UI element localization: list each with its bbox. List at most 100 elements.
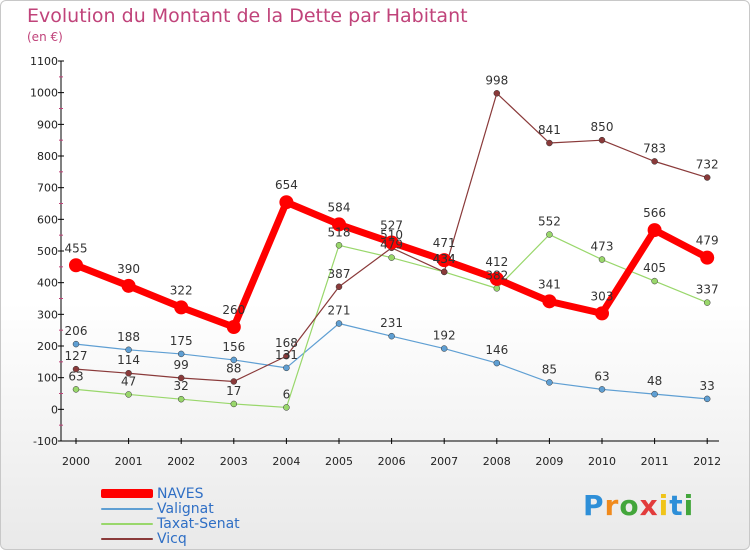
data-point (703, 395, 711, 403)
data-point (332, 217, 346, 232)
data-point (230, 356, 238, 364)
data-point (489, 271, 504, 286)
data-point (335, 283, 343, 291)
data-point (283, 352, 290, 360)
data-label: 32 (174, 379, 189, 393)
data-point (493, 359, 501, 367)
x-tick-label: 2009 (535, 455, 563, 468)
x-tick-label: 2012 (693, 455, 721, 468)
y-tick-label: 600 (37, 213, 58, 226)
data-label: 434 (433, 252, 456, 266)
data-point (388, 254, 395, 261)
data-point (703, 174, 711, 181)
legend-swatch (101, 489, 153, 498)
data-label: 584 (328, 200, 351, 214)
logo-letter: x (639, 489, 659, 522)
data-point (125, 346, 132, 354)
x-tick-label: 2000 (62, 455, 90, 468)
data-label: 63 (68, 369, 83, 383)
data-point (703, 299, 711, 306)
data-label: 479 (696, 234, 719, 248)
legend-label: NAVES (157, 485, 204, 502)
data-point (546, 231, 553, 238)
data-point (647, 223, 662, 238)
data-label: 17 (226, 384, 241, 398)
data-label: 47 (121, 374, 136, 388)
data-point (546, 139, 553, 147)
data-label: 783 (643, 141, 666, 155)
data-label: 168 (275, 336, 298, 350)
data-label: 387 (328, 267, 351, 281)
data-label: 48 (647, 374, 662, 388)
data-label: 188 (117, 330, 140, 344)
y-tick-label: -100 (33, 435, 58, 448)
y-tick-label: 900 (37, 118, 58, 131)
data-point (335, 320, 343, 327)
data-label: 382 (485, 268, 508, 282)
data-point (283, 404, 290, 411)
data-label: 566 (643, 206, 666, 220)
x-tick-label: 2010 (588, 455, 616, 468)
data-point (384, 235, 399, 250)
x-tick-label: 2003 (220, 455, 248, 468)
data-point (230, 378, 238, 385)
logo-letter: P (583, 489, 605, 522)
legend-swatch (101, 507, 153, 510)
x-tick-label: 2004 (272, 455, 300, 468)
y-tick-label: 0 (51, 403, 58, 416)
legend-item-taxat-senat: Taxat-Senat (101, 516, 240, 532)
chart-legend: NAVES Valignat Taxat-Senat Vicq (101, 485, 240, 547)
y-tick-label: 800 (37, 150, 58, 163)
logo-letter: i (683, 489, 695, 522)
legend-label: Valignat (157, 500, 214, 517)
data-label: 527 (380, 218, 403, 232)
data-label: 131 (275, 348, 298, 362)
data-label: 412 (485, 255, 508, 269)
data-point (283, 364, 290, 372)
data-label: 63 (594, 369, 609, 383)
data-label: 337 (696, 283, 719, 297)
data-label: 518 (328, 225, 351, 239)
data-point (177, 395, 185, 403)
y-tick-label: 700 (37, 182, 58, 195)
data-point (125, 391, 132, 398)
legend-item-valignat: Valignat (101, 500, 240, 517)
y-tick-label: 1000 (30, 87, 58, 100)
x-tick-label: 2008 (483, 455, 511, 468)
data-point (493, 90, 501, 97)
data-label: 455 (65, 241, 88, 255)
data-label: 654 (275, 178, 298, 192)
data-point (388, 332, 395, 340)
data-label: 471 (433, 236, 456, 250)
data-point (598, 386, 606, 393)
data-point (440, 268, 448, 276)
x-tick-label: 2011 (641, 455, 669, 468)
y-tick-label: 500 (37, 245, 58, 258)
data-point (72, 340, 80, 348)
x-tick-label: 2002 (167, 455, 195, 468)
x-tick-label: 2006 (378, 455, 406, 468)
data-point (230, 400, 238, 408)
data-label: 175 (170, 334, 193, 348)
data-label: 322 (170, 283, 193, 297)
x-tick-label: 2001 (115, 455, 143, 468)
data-point (125, 369, 132, 377)
data-label: 231 (380, 316, 403, 330)
data-point (72, 386, 80, 393)
data-point (226, 320, 241, 334)
data-point (598, 256, 606, 263)
data-label: 479 (380, 238, 403, 252)
data-label: 99 (174, 358, 189, 372)
y-tick-label: 400 (37, 277, 58, 290)
data-label: 192 (433, 329, 456, 343)
data-label: 850 (591, 120, 614, 134)
data-label: 303 (591, 289, 614, 303)
data-point (700, 250, 715, 265)
logo-letter: o (619, 489, 640, 522)
legend-item-vicq: Vicq (101, 531, 240, 547)
data-point (542, 294, 557, 309)
data-label: 841 (538, 123, 561, 137)
legend-swatch (101, 522, 153, 525)
